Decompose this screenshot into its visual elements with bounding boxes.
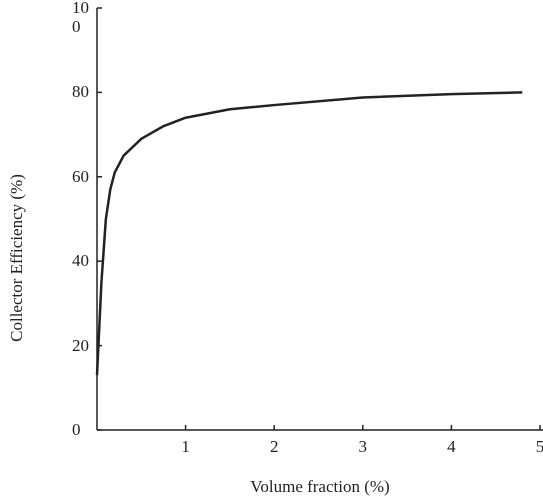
line-series <box>95 91 523 376</box>
y-tick-label: 0 <box>72 420 81 439</box>
x-tick-label: 4 <box>447 437 456 456</box>
x-axis-label: Volume fraction (%) <box>250 477 389 496</box>
y-tick-label: 100 <box>72 0 89 36</box>
x-tick-label: 2 <box>270 437 279 456</box>
x-tick-label: 1 <box>181 437 190 456</box>
x-tick-label: 3 <box>359 437 368 456</box>
x-tick-label: 5 <box>536 437 543 456</box>
y-tick-label: 60 <box>72 166 89 186</box>
y-tick-label: 40 <box>72 251 89 271</box>
y-tick-label: 80 <box>72 82 89 102</box>
y-axis-label: Collector Efficiency (%) <box>7 174 26 342</box>
y-tick-label: 20 <box>72 335 89 355</box>
